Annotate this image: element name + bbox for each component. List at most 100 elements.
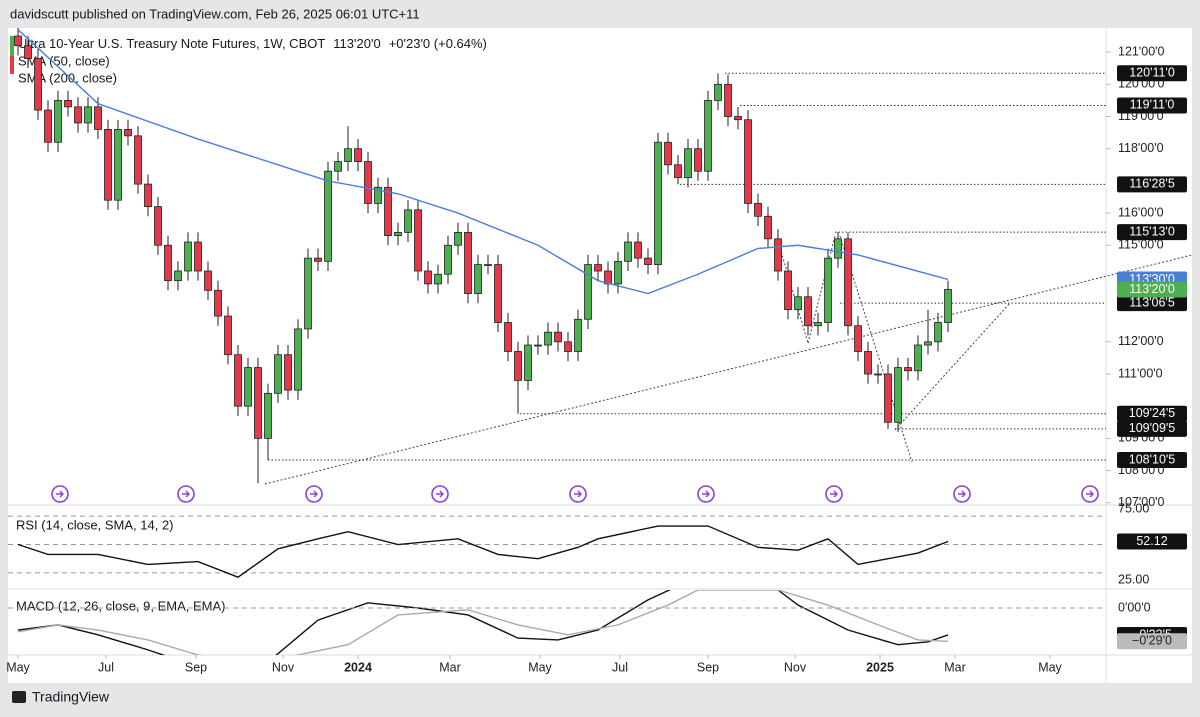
candle-body [144, 183, 152, 208]
candle-body [384, 186, 392, 237]
macd-title: MACD (12, 26, close, 9, EMA, EMA) [16, 598, 226, 613]
level-box [1117, 295, 1187, 312]
level-label: 116'28'5 [1129, 177, 1175, 191]
candle-body [834, 238, 842, 259]
rsi-title: RSI (14, close, SMA, 14, 2) [16, 517, 174, 532]
trend-line [264, 254, 1193, 485]
level-label: 109'09'5 [1129, 421, 1176, 435]
x-tick-label: Nov [784, 660, 807, 674]
rsi-line [17, 525, 949, 578]
candle-body [154, 206, 162, 246]
candle-body [194, 241, 202, 272]
macd-marker [1117, 633, 1187, 650]
rsi-tick-label: 25.00 [1118, 572, 1149, 586]
candle-body [494, 264, 502, 323]
candle-body [904, 367, 912, 372]
candle-body [624, 241, 632, 262]
candle-body [584, 264, 592, 320]
event-icon-glyph [436, 490, 444, 498]
candle-body [794, 296, 802, 311]
x-tick-label: Nov [272, 660, 295, 674]
candle-body [504, 322, 512, 352]
candle-body [244, 367, 252, 407]
candle-body [474, 264, 482, 294]
candle-body [234, 354, 242, 407]
candle-body [664, 141, 672, 166]
level-box [1117, 451, 1187, 468]
footer: TradingView [12, 689, 110, 705]
candle-body [734, 116, 742, 121]
candle-body [744, 119, 752, 204]
candle-body [614, 260, 622, 285]
candle-body [914, 344, 922, 372]
candle-body [864, 351, 872, 375]
x-tick-label: Mar [944, 660, 966, 674]
candle-body [34, 58, 42, 111]
last-price: 113'20'0 [333, 36, 380, 51]
chart-area [8, 28, 1192, 683]
candle-body [854, 325, 862, 352]
y-tick-label: 107'00'0 [1118, 495, 1165, 509]
candle-body [564, 341, 572, 352]
x-tick-label: 2024 [344, 660, 372, 674]
candle-body [314, 257, 322, 262]
candle-body [484, 264, 492, 266]
candle-body [204, 270, 212, 291]
macd-line [17, 590, 949, 655]
candle-body [574, 318, 582, 352]
candle-body [944, 289, 952, 323]
candle-body [224, 315, 232, 356]
candle-body [104, 128, 112, 201]
candle-body [824, 257, 832, 323]
y-tick-label: 116'00'0 [1118, 205, 1164, 219]
candle-body [804, 296, 812, 327]
price-marker [1117, 281, 1187, 298]
candle-body [714, 83, 722, 101]
candle-body [344, 148, 352, 162]
macd-line [17, 590, 949, 655]
level-label: 120'11'0 [1129, 66, 1175, 80]
candle-body [434, 273, 442, 285]
level-box [1117, 97, 1187, 114]
brand: TradingView [32, 689, 110, 705]
candle-body [884, 373, 892, 423]
trend-line [839, 235, 913, 463]
candle-body [134, 135, 142, 185]
candle-body [304, 257, 312, 330]
candle-body [184, 241, 192, 272]
publisher: davidscutt published on TradingView.com,… [10, 6, 420, 21]
candle-body [164, 244, 172, 282]
rsi-tick-label: 75.00 [1118, 501, 1149, 515]
event-icon-glyph [56, 490, 64, 498]
candle-body [784, 270, 792, 311]
sma50-line [17, 29, 949, 295]
candle-body [844, 238, 852, 327]
legend-swatch [10, 56, 14, 74]
trend-line [779, 247, 809, 344]
symbol-title: Ultra 10-Year U.S. Treasury Note Futures… [18, 36, 487, 51]
candle-body [264, 392, 272, 439]
candle-body [634, 241, 642, 259]
legend-sma200: SMA (200, close) [18, 70, 117, 85]
level-box [1117, 176, 1187, 193]
y-tick-label: 112'00'0 [1118, 334, 1164, 348]
level-box [1117, 420, 1187, 437]
candle-body [874, 373, 882, 376]
candle-body [414, 209, 422, 272]
level-box [1117, 224, 1187, 241]
candle-body [684, 148, 692, 179]
candle-body [424, 270, 432, 285]
candle-body [774, 238, 782, 272]
candle-body [74, 106, 82, 124]
candle-body [764, 215, 772, 240]
candle-body [214, 289, 222, 317]
candle-body [364, 161, 372, 204]
price-pane [14, 28, 1106, 484]
x-tick-label: Mar [439, 660, 461, 674]
candle-body [174, 270, 182, 282]
macd-marker-label: −0'29'0 [1132, 634, 1172, 648]
candle-body [394, 231, 402, 237]
event-icon-glyph [702, 490, 710, 498]
candle-body [444, 244, 452, 275]
